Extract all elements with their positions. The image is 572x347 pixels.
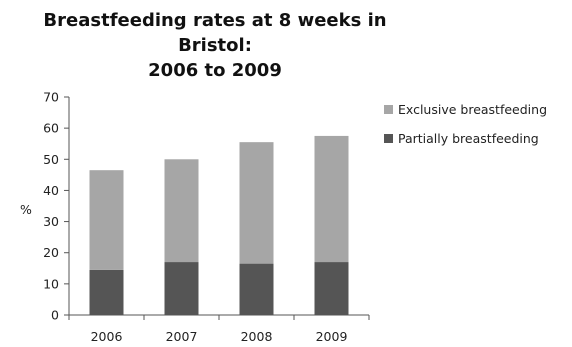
bar-segment bbox=[89, 170, 124, 270]
chart-title: Breastfeeding rates at 8 weeks in Bristol… bbox=[43, 10, 386, 81]
legend-label: Exclusive breastfeeding bbox=[398, 102, 547, 117]
chart-title-line: Bristol: bbox=[178, 35, 252, 56]
bar-segment bbox=[314, 135, 349, 263]
x-tick-label: 2007 bbox=[166, 329, 198, 344]
y-tick-label: 10 bbox=[43, 276, 59, 291]
legend-swatch bbox=[384, 105, 393, 114]
y-axis: 0 10 20 30 40 50 60 70 bbox=[43, 90, 70, 323]
bar-segment bbox=[89, 269, 124, 315]
x-tick-label: 2008 bbox=[241, 329, 273, 344]
y-tick-label: 60 bbox=[43, 121, 59, 136]
chart-title-line: Breastfeeding rates at 8 weeks in bbox=[43, 10, 386, 31]
x-tick-label: 2006 bbox=[91, 329, 123, 344]
legend-swatch bbox=[384, 134, 393, 143]
y-tick-label: 50 bbox=[43, 152, 59, 167]
y-tick-label: 40 bbox=[43, 183, 59, 198]
bar-segment bbox=[239, 142, 274, 264]
y-tick-label: 70 bbox=[43, 90, 59, 105]
bars bbox=[89, 135, 349, 315]
bar-segment bbox=[164, 262, 199, 315]
chart-title-line: 2006 to 2009 bbox=[148, 60, 282, 81]
legend-label: Partially breastfeeding bbox=[398, 131, 539, 146]
bar-segment bbox=[239, 263, 274, 315]
y-axis-label: % bbox=[20, 202, 32, 217]
bar-segment bbox=[314, 262, 349, 315]
y-tick-label: 30 bbox=[43, 214, 59, 229]
bar-segment bbox=[164, 159, 199, 263]
legend: Exclusive breastfeeding Partially breastf… bbox=[384, 102, 547, 146]
y-tick-label: 20 bbox=[43, 245, 59, 260]
x-axis: 2006 2007 2008 2009 bbox=[68, 314, 370, 344]
y-tick-label: 0 bbox=[51, 308, 59, 323]
x-tick-label: 2009 bbox=[316, 329, 348, 344]
